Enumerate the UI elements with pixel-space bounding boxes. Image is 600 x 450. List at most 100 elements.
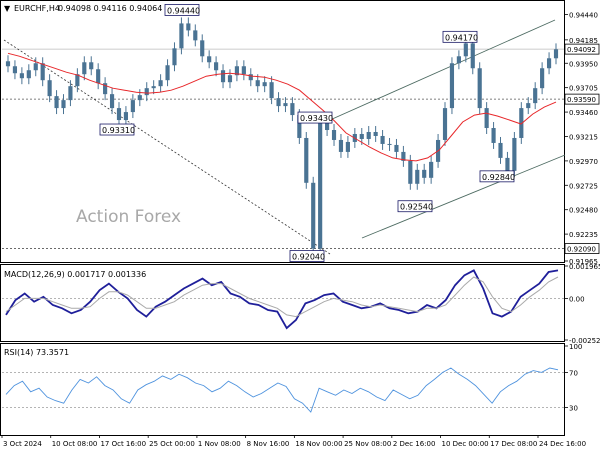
candle-body — [220, 70, 226, 83]
price-annotation-box — [289, 250, 325, 262]
sma-line — [7, 52, 557, 162]
macd-signal-line — [5, 276, 559, 318]
candle-body — [54, 96, 59, 109]
price-annotation: 0.94170 — [442, 30, 478, 43]
candle-body — [463, 43, 468, 57]
price-annotation-box — [99, 123, 135, 136]
candle-body — [47, 80, 52, 97]
price-annotation-text: 0.92540 — [400, 203, 433, 212]
candle-body — [546, 58, 552, 69]
candle-body — [526, 103, 531, 109]
candle-body — [449, 63, 455, 109]
time-axis-label: 2 Dec 16:00 — [393, 440, 436, 448]
candle-body — [214, 62, 219, 71]
candle-body — [387, 143, 392, 145]
price-panel-frame — [0, 0, 565, 263]
candle-body — [19, 73, 24, 79]
candle-body — [345, 141, 350, 152]
price-tag-box — [564, 93, 600, 105]
time-axis-label: 1 Nov 08:00 — [198, 440, 241, 448]
candle-body — [33, 63, 38, 71]
price-annotation-box — [164, 4, 200, 16]
price-annotation: 0.93310 — [99, 123, 135, 136]
price-annotation-box — [397, 200, 433, 213]
channel-upper-line — [329, 19, 556, 121]
candle-body — [96, 69, 101, 84]
candle-body — [553, 49, 559, 59]
price-annotation: 0.93430 — [297, 111, 333, 124]
candle-body — [82, 62, 87, 75]
rsi-axis-label: 100 — [569, 343, 582, 351]
candle-body — [283, 103, 288, 107]
macd-panel-frame — [0, 264, 565, 342]
price-annotation-box — [442, 30, 478, 43]
price-axis-label: 0.91965 — [569, 258, 598, 266]
candle-body — [401, 151, 406, 161]
candle-body — [165, 65, 170, 81]
time-axis-label: 17 Dec 08:00 — [490, 440, 537, 448]
candle-body — [123, 112, 129, 121]
candle-body — [325, 123, 330, 131]
candle-body — [505, 157, 510, 171]
macd-axis-label: 0.001965 — [569, 263, 600, 271]
candle-body — [422, 169, 427, 178]
rsi-line — [5, 367, 559, 413]
price-axis-label: 0.93460 — [569, 109, 598, 117]
candle-body — [116, 108, 122, 121]
candle-body — [477, 68, 482, 109]
price-axis-label: 0.94185 — [569, 37, 598, 45]
rsi-axis-label: 70 — [569, 369, 578, 377]
price-annotation-text: 0.94440 — [167, 6, 200, 15]
price-annotation-text: 0.93310 — [102, 126, 135, 135]
candle-body — [373, 131, 378, 136]
time-axis-label: 10 Oct 08:00 — [52, 440, 98, 448]
time-axis-label: 18 Nov 00:00 — [295, 440, 342, 448]
candle-body — [103, 83, 108, 95]
candle-body — [61, 100, 66, 109]
candle-body — [318, 123, 323, 249]
candle-body — [248, 74, 253, 81]
price-axis-label: 0.92480 — [569, 207, 598, 215]
candle-body — [109, 94, 115, 109]
candle-body — [415, 169, 420, 184]
price-annotation: 0.94440 — [164, 4, 200, 16]
candle-body — [68, 86, 73, 101]
candle-body — [40, 63, 45, 81]
candle-body — [255, 80, 260, 87]
candle-body — [442, 108, 448, 140]
candle-body — [234, 66, 239, 76]
candle-body — [200, 40, 205, 57]
watermark: Action Forex — [76, 207, 181, 227]
candle-body — [75, 74, 80, 87]
candle-body — [366, 131, 371, 139]
candle-body — [429, 161, 434, 178]
time-axis-label: 25 Nov 08:00 — [344, 440, 391, 448]
price-annotation-text: 0.93430 — [300, 114, 333, 123]
price-annotation-box — [297, 111, 333, 124]
candle-body — [533, 88, 538, 104]
candle-body — [498, 142, 503, 158]
candle-body — [519, 108, 524, 138]
candle-body — [304, 137, 309, 183]
price-axis-label: 0.93215 — [569, 133, 598, 141]
price-tag-text: 0.92090 — [567, 246, 596, 254]
price-annotation: 0.92840 — [479, 170, 515, 183]
candle-body — [151, 86, 156, 89]
candle-body — [130, 100, 135, 113]
price-axis-label: 0.93950 — [569, 60, 598, 68]
candle-body — [144, 88, 149, 96]
ohlc-label: 0.94098 0.94116 0.94064 0.94092 — [58, 4, 198, 13]
price-annotation: 0.92040 — [289, 250, 325, 262]
price-axis-label: 0.93705 — [569, 85, 598, 93]
price-tag-text: 0.93590 — [567, 96, 596, 104]
price-axis-label: 0.92970 — [569, 158, 598, 166]
candle-body — [290, 103, 295, 116]
price-tag-text: 0.94092 — [567, 46, 596, 54]
price-tag-box — [564, 243, 600, 254]
candle-body — [297, 115, 302, 138]
price-axis-label: 0.94440 — [569, 11, 598, 19]
price-annotation-text: 0.94170 — [445, 33, 478, 42]
candle-body — [227, 75, 233, 83]
time-axis-label: 3 Oct 2024 — [3, 440, 42, 448]
price-annotation: 0.92540 — [397, 200, 433, 213]
